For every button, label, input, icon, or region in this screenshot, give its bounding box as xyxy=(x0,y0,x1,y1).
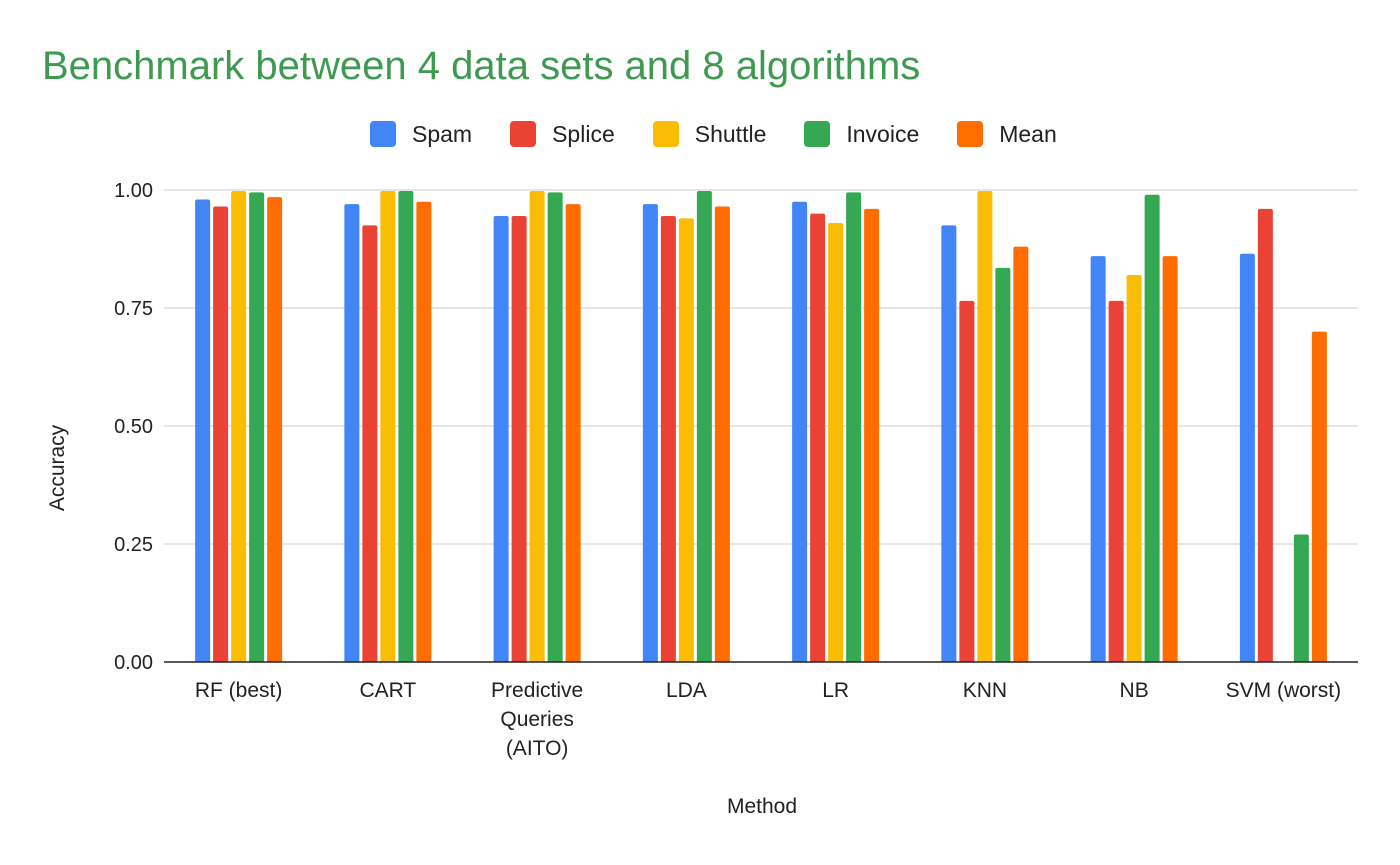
bar-spam xyxy=(1090,256,1106,662)
bar-spam xyxy=(941,225,957,662)
legend-label: Shuttle xyxy=(694,120,767,147)
bar-splice xyxy=(511,215,527,662)
bar-splice xyxy=(660,215,676,662)
bar-spam xyxy=(792,201,808,663)
x-tick-label: LR xyxy=(822,679,849,702)
x-tick-label: SVM (worst) xyxy=(1226,679,1342,702)
bar-splice xyxy=(959,300,975,662)
legend-swatch xyxy=(804,121,831,147)
bar-mean xyxy=(1311,331,1327,662)
bar-shuttle xyxy=(977,190,993,662)
bar-spam xyxy=(1239,253,1255,662)
bar-spam xyxy=(344,204,360,662)
y-tick-label: 1.00 xyxy=(114,180,153,202)
bar-spam xyxy=(195,199,211,662)
legend-item-shuttle: Shuttle xyxy=(652,120,767,148)
legend-swatch xyxy=(957,121,984,147)
legend-label: Spam xyxy=(412,120,473,147)
legend-item-invoice: Invoice xyxy=(804,121,919,148)
bar-invoice xyxy=(398,190,414,662)
bar-invoice xyxy=(846,192,862,663)
legend-item-mean: Mean xyxy=(957,121,1057,148)
bar-splice xyxy=(1257,208,1273,662)
bar-invoice xyxy=(1144,194,1160,662)
bar-invoice xyxy=(547,192,563,663)
x-tick-label: KNN xyxy=(963,679,1007,702)
bar-invoice xyxy=(1293,534,1309,662)
chart-legend: Spam Splice Shuttle Invoice Mean xyxy=(370,116,1095,152)
bar-splice xyxy=(810,213,826,662)
x-tick-label: LDA xyxy=(666,679,707,702)
legend-item-spam: Spam xyxy=(370,121,472,148)
legend-swatch xyxy=(370,121,396,147)
y-tick-label: 0.00 xyxy=(114,652,153,674)
y-tick-label: 0.75 xyxy=(114,298,153,320)
legend-item-splice: Splice xyxy=(510,121,615,148)
legend-swatch xyxy=(510,121,537,147)
bar-mean xyxy=(565,204,581,662)
bar-shuttle xyxy=(678,218,694,662)
x-tick-label: RF (best) xyxy=(195,679,283,702)
x-axis-title: Method xyxy=(726,795,798,818)
bar-shuttle xyxy=(828,223,844,663)
legend-label: Invoice xyxy=(846,120,920,147)
legend-label: Splice xyxy=(552,120,615,147)
x-tick-label: Predictive Queries (AITO) xyxy=(491,679,583,760)
bar-shuttle xyxy=(1126,274,1142,662)
bar-invoice xyxy=(995,267,1011,662)
x-tick-label: NB xyxy=(1120,679,1149,702)
bar-mean xyxy=(864,208,880,662)
y-tick-label: 0.50 xyxy=(114,416,153,438)
bar-splice xyxy=(213,206,229,662)
bar-shuttle xyxy=(231,190,247,662)
bar-shuttle xyxy=(529,190,545,662)
bar-shuttle xyxy=(380,190,396,662)
bar-invoice xyxy=(696,190,712,662)
bar-mean xyxy=(1013,246,1029,662)
bar-spam xyxy=(493,215,509,662)
bar-splice xyxy=(1108,300,1124,662)
chart-title: Benchmark between 4 data sets and 8 algo… xyxy=(42,44,921,88)
bar-mean xyxy=(1162,256,1178,662)
bar-mean xyxy=(714,206,730,662)
bar-spam xyxy=(642,204,658,662)
bar-invoice xyxy=(249,192,265,663)
bar-splice xyxy=(362,225,378,662)
bar-mean xyxy=(416,201,432,663)
x-tick-label: CART xyxy=(359,679,416,702)
bar-mean xyxy=(267,197,283,662)
legend-swatch xyxy=(652,121,679,147)
legend-label: Mean xyxy=(999,120,1057,147)
y-tick-label: 0.25 xyxy=(114,534,153,556)
